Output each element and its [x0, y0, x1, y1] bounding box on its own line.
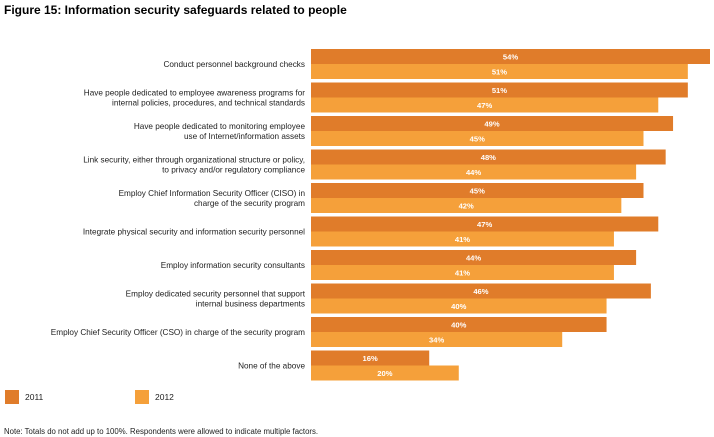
- bar-2012-1: [311, 97, 659, 113]
- category-label-7-line-0: Employ dedicated security personnel that…: [126, 290, 306, 299]
- value-label-2011-5: 47%: [477, 220, 492, 229]
- value-label-2011-1: 51%: [492, 86, 507, 95]
- value-label-2012-7: 40%: [451, 302, 466, 311]
- bar-2011-2: [311, 116, 674, 131]
- category-label-1-line-0: Have people dedicated to employee awaren…: [84, 89, 305, 98]
- bar-2011-3: [311, 149, 666, 165]
- category-label-5-line-0: Integrate physical security and informat…: [83, 228, 305, 237]
- category-label-6-line-0: Employ information security consultants: [161, 261, 305, 270]
- footnote: Note: Totals do not add up to 100%. Resp…: [4, 427, 319, 436]
- bar-2012-9: [311, 365, 459, 381]
- value-label-2012-6: 41%: [455, 269, 470, 278]
- value-label-2012-5: 41%: [455, 235, 470, 244]
- value-label-2012-8: 34%: [429, 336, 444, 345]
- bar-2011-8: [311, 317, 607, 332]
- value-label-2012-2: 45%: [470, 135, 485, 144]
- category-label-3-line-0: Link security, either through organizati…: [83, 156, 305, 165]
- bars-layer: 54%51%51%47%49%45%48%44%45%42%47%41%44%4…: [311, 49, 710, 381]
- value-label-2011-3: 48%: [481, 153, 496, 162]
- chart-title: Figure 15: Information security safeguar…: [4, 3, 347, 17]
- bar-2012-3: [311, 164, 637, 180]
- value-label-2011-8: 40%: [451, 321, 466, 330]
- bar-2011-6: [311, 250, 637, 265]
- bar-2011-1: [311, 82, 688, 98]
- category-label-3-line-1: to privacy and/or regulatory compliance: [162, 166, 305, 175]
- bar-2011-5: [311, 216, 659, 232]
- bar-2011-0: [311, 49, 710, 64]
- bar-2012-0: [311, 64, 688, 79]
- value-label-2012-3: 44%: [466, 168, 481, 177]
- bar-2012-5: [311, 231, 614, 247]
- category-label-2-line-1: use of Internet/information assets: [184, 132, 305, 141]
- bar-2011-9: [311, 350, 430, 366]
- legend-label-2012: 2012: [155, 392, 174, 402]
- category-label-4-line-1: charge of the security program: [194, 199, 305, 208]
- legend-swatch-2011: [5, 390, 19, 404]
- category-labels-layer: Conduct personnel background checks Have …: [51, 60, 306, 371]
- value-label-2012-1: 47%: [477, 101, 492, 110]
- bar-2012-4: [311, 198, 622, 213]
- category-label-9-line-0: None of the above: [238, 362, 305, 371]
- value-label-2011-6: 44%: [466, 254, 481, 263]
- bar-2011-4: [311, 183, 644, 198]
- value-label-2011-9: 16%: [363, 354, 378, 363]
- bar-2012-8: [311, 332, 563, 347]
- value-label-2011-0: 54%: [503, 53, 518, 62]
- category-label-0-line-0: Conduct personnel background checks: [163, 60, 305, 69]
- value-label-2011-7: 46%: [473, 287, 488, 296]
- bar-2012-2: [311, 131, 644, 146]
- category-label-8-line-0: Employ Chief Security Officer (CSO) in c…: [51, 328, 305, 337]
- legend-item-2012: 2012: [135, 390, 174, 404]
- category-label-2-line-0: Have people dedicated to monitoring empl…: [134, 122, 306, 131]
- value-label-2012-4: 42%: [459, 202, 474, 211]
- category-label-4-line-0: Employ Chief Information Security Office…: [119, 189, 306, 198]
- value-label-2011-4: 45%: [470, 187, 485, 196]
- legend-label-2011: 2011: [25, 392, 44, 402]
- value-label-2011-2: 49%: [484, 120, 499, 129]
- bar-2012-6: [311, 265, 614, 280]
- legend-swatch-2012: [135, 390, 149, 404]
- value-label-2012-0: 51%: [492, 68, 507, 77]
- category-label-1-line-1: internal policies, procedures, and techn…: [112, 99, 305, 108]
- category-label-7-line-1: internal business departments: [196, 300, 305, 309]
- value-label-2012-9: 20%: [377, 369, 392, 378]
- bar-2012-7: [311, 298, 607, 314]
- legend-item-2011: 2011: [5, 390, 43, 404]
- bar-2011-7: [311, 283, 651, 299]
